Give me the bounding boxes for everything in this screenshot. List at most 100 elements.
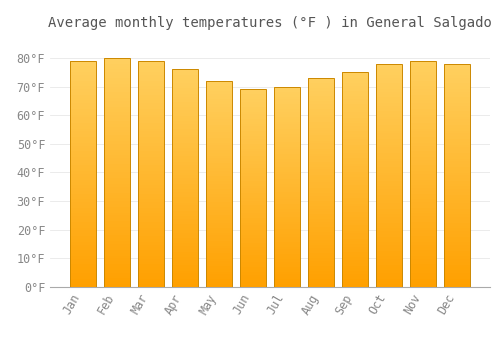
Bar [342,247,368,250]
Bar [70,228,96,230]
Bar [410,157,436,160]
Bar [342,180,368,182]
Bar [410,86,436,89]
Bar [240,114,266,117]
Bar [138,174,164,177]
Bar [444,223,470,225]
Bar [240,99,266,102]
Bar [138,279,164,281]
Bar [410,132,436,134]
Bar [206,119,232,122]
Bar [104,275,130,278]
Bar [376,195,402,198]
Bar [308,143,334,146]
Bar [206,148,232,150]
Bar [376,117,402,119]
Bar [206,174,232,176]
Bar [206,259,232,261]
Bar [342,271,368,274]
Bar [342,102,368,104]
Bar [444,69,470,72]
Bar [342,209,368,212]
Bar [240,218,266,220]
Bar [104,72,130,75]
Bar [206,81,232,287]
Bar [342,75,368,78]
Bar [104,144,130,147]
Bar [308,117,334,120]
Bar [410,194,436,196]
Bar [444,119,470,122]
Bar [240,262,266,265]
Bar [444,212,470,215]
Bar [342,147,368,150]
Bar [172,118,198,121]
Bar [342,198,368,201]
Bar [104,218,130,221]
Bar [70,78,96,80]
Bar [342,169,368,172]
Bar [104,181,130,184]
Bar [172,200,198,203]
Bar [274,189,300,192]
Bar [342,136,368,139]
Bar [240,163,266,166]
Bar [206,150,232,153]
Bar [444,89,470,92]
Bar [172,233,198,235]
Bar [172,197,198,200]
Bar [172,80,198,83]
Bar [104,124,130,127]
Bar [410,225,436,228]
Bar [104,158,130,161]
Bar [308,177,334,180]
Bar [172,75,198,77]
Bar [376,234,402,237]
Bar [376,156,402,159]
Bar [308,190,334,193]
Bar [308,78,334,287]
Bar [308,102,334,104]
Bar [104,66,130,69]
Bar [104,112,130,115]
Bar [172,94,198,97]
Bar [206,194,232,197]
Bar [308,83,334,86]
Bar [240,146,266,149]
Bar [274,224,300,227]
Bar [274,184,300,187]
Bar [104,92,130,95]
Bar [104,98,130,101]
Bar [444,279,470,281]
Bar [342,177,368,180]
Bar [172,132,198,135]
Bar [104,127,130,130]
Bar [444,206,470,209]
Bar [206,238,232,240]
Bar [274,272,300,274]
Bar [206,264,232,266]
Bar [444,173,470,175]
Bar [376,145,402,147]
Bar [274,86,300,89]
Bar [240,136,266,139]
Bar [444,231,470,234]
Bar [376,237,402,239]
Bar [376,267,402,270]
Bar [376,273,402,276]
Bar [104,267,130,270]
Bar [104,121,130,124]
Bar [206,155,232,158]
Bar [172,257,198,260]
Bar [444,203,470,206]
Bar [308,253,334,255]
Bar [410,66,436,69]
Bar [138,129,164,132]
Bar [104,184,130,187]
Bar [342,185,368,188]
Bar [342,163,368,166]
Bar [274,142,300,144]
Bar [240,203,266,205]
Bar [172,151,198,154]
Bar [104,250,130,253]
